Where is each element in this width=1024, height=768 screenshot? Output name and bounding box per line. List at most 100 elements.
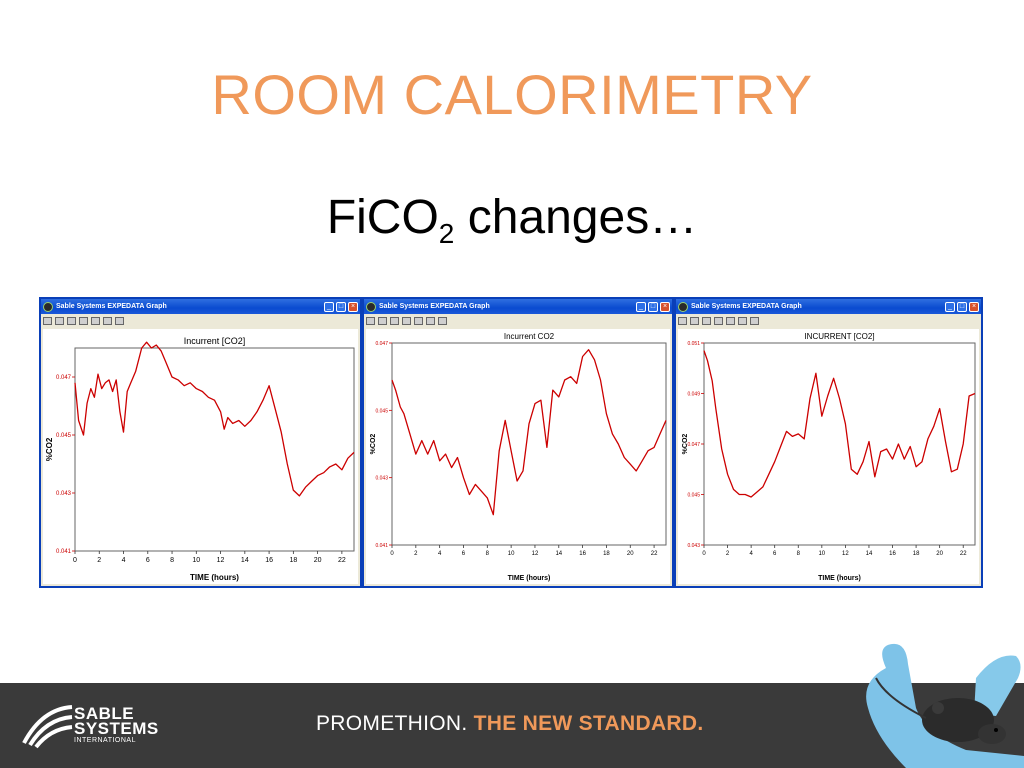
mouse-in-gloved-hand-image	[866, 643, 1024, 768]
app-icon	[366, 301, 376, 312]
zoom-icon[interactable]	[738, 316, 747, 325]
sable-logo-icon	[22, 705, 73, 749]
x-tick-label: 8	[486, 551, 490, 557]
graph-toolbar	[676, 314, 981, 327]
camera-icon[interactable]	[438, 316, 447, 325]
close-icon[interactable]: ×	[348, 301, 358, 312]
minimize-icon[interactable]: _	[324, 301, 334, 312]
footer-tagline: PROMETHION. THE NEW STANDARD.	[316, 712, 703, 736]
y-axis-label: %CO2	[682, 434, 689, 455]
zoom-icon[interactable]	[426, 316, 435, 325]
minimize-icon[interactable]: _	[945, 301, 955, 312]
logo-line-1: SABLE	[74, 704, 135, 723]
cut-icon[interactable]	[91, 316, 100, 325]
window-title: Sable Systems EXPEDATA Graph	[691, 303, 802, 310]
x-tick-label: 6	[773, 551, 777, 557]
close-icon[interactable]: ×	[969, 301, 979, 312]
print-icon[interactable]	[390, 316, 399, 325]
tagline-product: PROMETHION.	[316, 712, 468, 735]
plot-frame	[74, 347, 355, 552]
close-icon[interactable]: ×	[660, 301, 670, 312]
series-line	[391, 349, 667, 516]
window-title: Sable Systems EXPEDATA Graph	[56, 303, 167, 310]
print-icon[interactable]	[702, 316, 711, 325]
series-line	[703, 350, 976, 498]
y-tick-label: 0.047	[56, 375, 72, 381]
x-tick-label: 22	[338, 557, 346, 564]
window-title: Sable Systems EXPEDATA Graph	[379, 303, 490, 310]
x-tick-label: 4	[122, 557, 126, 564]
x-tick-label: 12	[532, 551, 539, 557]
camera-icon[interactable]	[750, 316, 759, 325]
cut-icon[interactable]	[414, 316, 423, 325]
chart-1: Incurrent [CO2] 0 2 4 6 8 10 12 14 16 18 20 22 0.041 0…	[45, 336, 355, 582]
x-tick-label: 22	[651, 551, 658, 557]
footer-bar	[0, 683, 1024, 768]
sable-wordmark: SABLE SYSTEMS INTERNATIONAL	[74, 704, 159, 745]
x-tick-label: 0	[390, 551, 394, 557]
maximize-icon[interactable]: □	[336, 301, 346, 312]
app-icon	[678, 301, 688, 312]
x-tick-label: 4	[749, 551, 753, 557]
save-icon[interactable]	[690, 316, 699, 325]
save-icon[interactable]	[378, 316, 387, 325]
maximize-icon[interactable]: □	[648, 301, 658, 312]
graph-toolbar	[364, 314, 672, 327]
logo-line-2: SYSTEMS	[74, 719, 159, 738]
x-tick-label: 16	[579, 551, 586, 557]
cut-icon[interactable]	[726, 316, 735, 325]
open-icon[interactable]	[366, 316, 375, 325]
plot-area: Incurrent [CO2] 0 2 4 6 8 10 12 14 16 18 20 22 0.041 0…	[43, 329, 358, 584]
plot-area: Incurrent CO2 0 2 4 6 8 10 12 14 16 18 20 22 0.041 0.0…	[366, 329, 670, 584]
subtitle-main: FiCO	[326, 191, 439, 244]
x-tick-label: 8	[170, 557, 174, 564]
camera-icon[interactable]	[115, 316, 124, 325]
x-tick-label: 0	[73, 557, 77, 564]
x-tick-label: 2	[97, 557, 101, 564]
y-tick-label: 0.047	[687, 442, 700, 448]
chart-title: Incurrent [CO2]	[184, 336, 246, 346]
x-tick-label: 14	[555, 551, 562, 557]
copy-icon[interactable]	[79, 316, 88, 325]
copy-icon[interactable]	[402, 316, 411, 325]
chart-2: Incurrent CO2 0 2 4 6 8 10 12 14 16 18 20 22 0.041 0.0…	[370, 332, 667, 582]
window-titlebar[interactable]: Sable Systems EXPEDATA Graph _ □ ×	[676, 299, 981, 314]
copy-icon[interactable]	[714, 316, 723, 325]
print-icon[interactable]	[67, 316, 76, 325]
open-icon[interactable]	[43, 316, 52, 325]
zoom-icon[interactable]	[103, 316, 112, 325]
x-tick-label: 14	[866, 551, 873, 557]
y-tick-label: 0.049	[687, 392, 700, 398]
x-tick-label: 18	[289, 557, 297, 564]
x-tick-label: 22	[960, 551, 967, 557]
app-icon	[43, 301, 53, 312]
x-tick-label: 12	[842, 551, 849, 557]
plot-frame	[703, 342, 976, 546]
window-titlebar[interactable]: Sable Systems EXPEDATA Graph _ □ ×	[41, 299, 360, 314]
graph-window-3: Sable Systems EXPEDATA Graph _ □ × INCUR…	[674, 297, 983, 588]
x-tick-label: 10	[818, 551, 825, 557]
chart-title: Incurrent CO2	[504, 332, 555, 341]
x-tick-label: 12	[217, 557, 225, 564]
maximize-icon[interactable]: □	[957, 301, 967, 312]
y-axis-label: %CO2	[370, 434, 377, 455]
open-icon[interactable]	[678, 316, 687, 325]
x-tick-label: 8	[797, 551, 801, 557]
y-tick-label: 0.045	[56, 433, 72, 439]
x-axis-label: TIME (hours)	[818, 575, 861, 582]
x-axis-label: TIME (hours)	[508, 575, 551, 582]
x-tick-label: 10	[192, 557, 200, 564]
plot-area: INCURRENT [CO2] 0 2 4 6 8 10 12 14 16 18 20 22 0.043 0…	[678, 329, 979, 584]
y-tick-label: 0.041	[375, 543, 388, 549]
x-tick-label: 18	[603, 551, 610, 557]
window-titlebar[interactable]: Sable Systems EXPEDATA Graph _ □ ×	[364, 299, 672, 314]
y-axis-label: %CO2	[45, 437, 54, 461]
tagline-slogan: THE NEW STANDARD.	[467, 712, 704, 735]
y-tick-label: 0.043	[375, 476, 388, 482]
subtitle-tail: changes…	[454, 191, 698, 244]
chart-title: INCURRENT [CO2]	[804, 332, 874, 341]
x-tick-label: 18	[913, 551, 920, 557]
save-icon[interactable]	[55, 316, 64, 325]
minimize-icon[interactable]: _	[636, 301, 646, 312]
y-tick-label: 0.045	[687, 493, 700, 499]
